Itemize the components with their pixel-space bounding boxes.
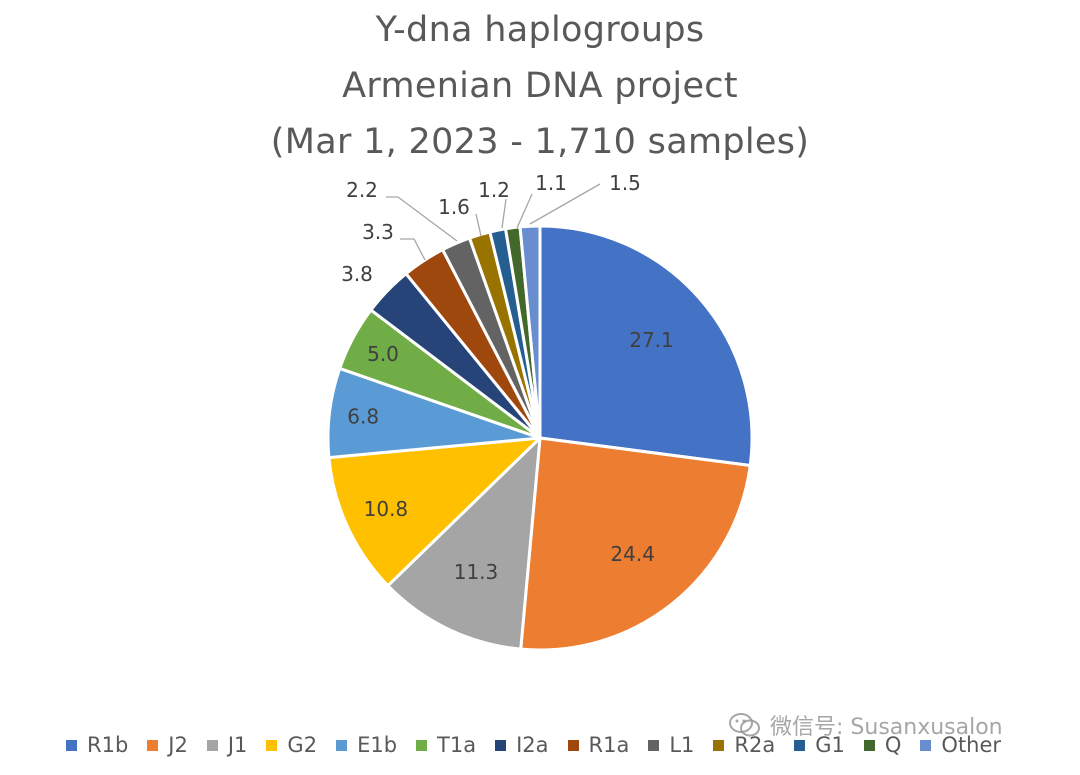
data-label-i2a: 3.8 xyxy=(341,262,373,286)
legend-item-g1: G1 xyxy=(794,733,845,757)
legend-label: G1 xyxy=(815,733,845,757)
leader-line-q xyxy=(516,193,533,229)
legend-label: R1a xyxy=(588,733,630,757)
data-label-r1b: 27.1 xyxy=(629,328,674,352)
legend-item-l1: L1 xyxy=(648,733,694,757)
leader-line-other xyxy=(529,183,601,225)
data-label-e1b: 6.8 xyxy=(347,405,379,429)
data-label-r1a: 3.3 xyxy=(362,220,394,244)
legend-swatch xyxy=(336,739,348,751)
legend-item-other: Other xyxy=(920,733,1001,757)
data-label-other: 1.5 xyxy=(609,171,641,195)
pie-slices xyxy=(326,224,754,652)
legend-swatch xyxy=(713,739,725,751)
legend-item-i2a: I2a xyxy=(495,733,549,757)
legend-swatch xyxy=(567,739,579,751)
legend-swatch xyxy=(206,739,218,751)
data-label-g1: 1.2 xyxy=(478,178,510,202)
legend-swatch xyxy=(920,739,932,751)
chart-title-line-2: Armenian DNA project xyxy=(342,66,738,106)
legend: R1b J2 J1 G2 E1b T1a I2a R1a L1 R2a G1 Q Other xyxy=(66,730,1020,760)
leader-line-l1 xyxy=(386,196,458,242)
legend-item-e1b: E1b xyxy=(336,733,397,757)
leader-line-r2a xyxy=(475,213,482,237)
legend-label: Other xyxy=(941,733,1002,757)
data-label-j1: 11.3 xyxy=(454,560,499,584)
chart-title: Y-dna haplogroups Armenian DNA project (… xyxy=(0,2,1080,170)
legend-swatch xyxy=(147,739,159,751)
legend-label: Q xyxy=(884,733,902,757)
leader-lines xyxy=(386,183,601,261)
legend-item-r1a: R1a xyxy=(567,733,630,757)
chart-title-line-1: Y-dna haplogroups xyxy=(375,10,705,50)
legend-label: L1 xyxy=(669,733,695,757)
legend-swatch xyxy=(863,739,875,751)
legend-item-g2: G2 xyxy=(266,733,317,757)
data-labels: 27.1 24.4 11.3 10.8 6.8 5.0 3.8 3.3 2.2 1.6 1.2 1.1… xyxy=(341,171,674,584)
legend-label: J1 xyxy=(227,733,248,757)
legend-item-r2a: R2a xyxy=(713,733,775,757)
legend-label: E1b xyxy=(357,733,398,757)
data-label-j2: 24.4 xyxy=(610,542,655,566)
legend-swatch xyxy=(416,739,428,751)
pie-slice-j2 xyxy=(519,436,752,652)
legend-label: G2 xyxy=(287,733,318,757)
legend-label: J2 xyxy=(168,733,188,757)
pie-slice-r1b xyxy=(538,224,754,468)
legend-item-j1: J1 xyxy=(206,733,248,757)
data-label-t1a: 5.0 xyxy=(367,342,399,366)
legend-swatch xyxy=(266,739,278,751)
wechat-icon xyxy=(729,713,760,737)
legend-swatch xyxy=(66,739,77,751)
pie-slice-other xyxy=(518,224,542,440)
legend-item-r1b: R1b xyxy=(66,733,128,757)
legend-item-q: Q xyxy=(863,733,902,757)
watermark-text: 微信号: Susanxusalon xyxy=(770,715,1003,740)
legend-label: I2a xyxy=(516,733,549,757)
legend-label: R1b xyxy=(87,733,129,757)
data-label-g2: 10.8 xyxy=(364,497,409,521)
legend-label: R2a xyxy=(734,733,776,757)
legend-item-t1a: T1a xyxy=(416,733,476,757)
legend-label: T1a xyxy=(437,733,477,757)
legend-swatch xyxy=(794,739,806,751)
data-label-l1: 2.2 xyxy=(346,178,378,202)
leader-line-r1a xyxy=(400,238,426,261)
leader-line-g1 xyxy=(501,198,507,229)
pie-slice-g2 xyxy=(327,436,542,588)
legend-swatch xyxy=(648,739,660,751)
pie-slice-j1 xyxy=(386,436,542,651)
legend-swatch xyxy=(495,739,507,751)
legend-item-j2: J2 xyxy=(147,733,188,757)
data-label-r2a: 1.6 xyxy=(438,195,470,219)
data-label-q: 1.1 xyxy=(535,171,567,195)
chart-title-line-3: (Mar 1, 2023 - 1,710 samples) xyxy=(270,122,810,162)
watermark: 微信号: Susanxusalon xyxy=(728,710,1003,740)
